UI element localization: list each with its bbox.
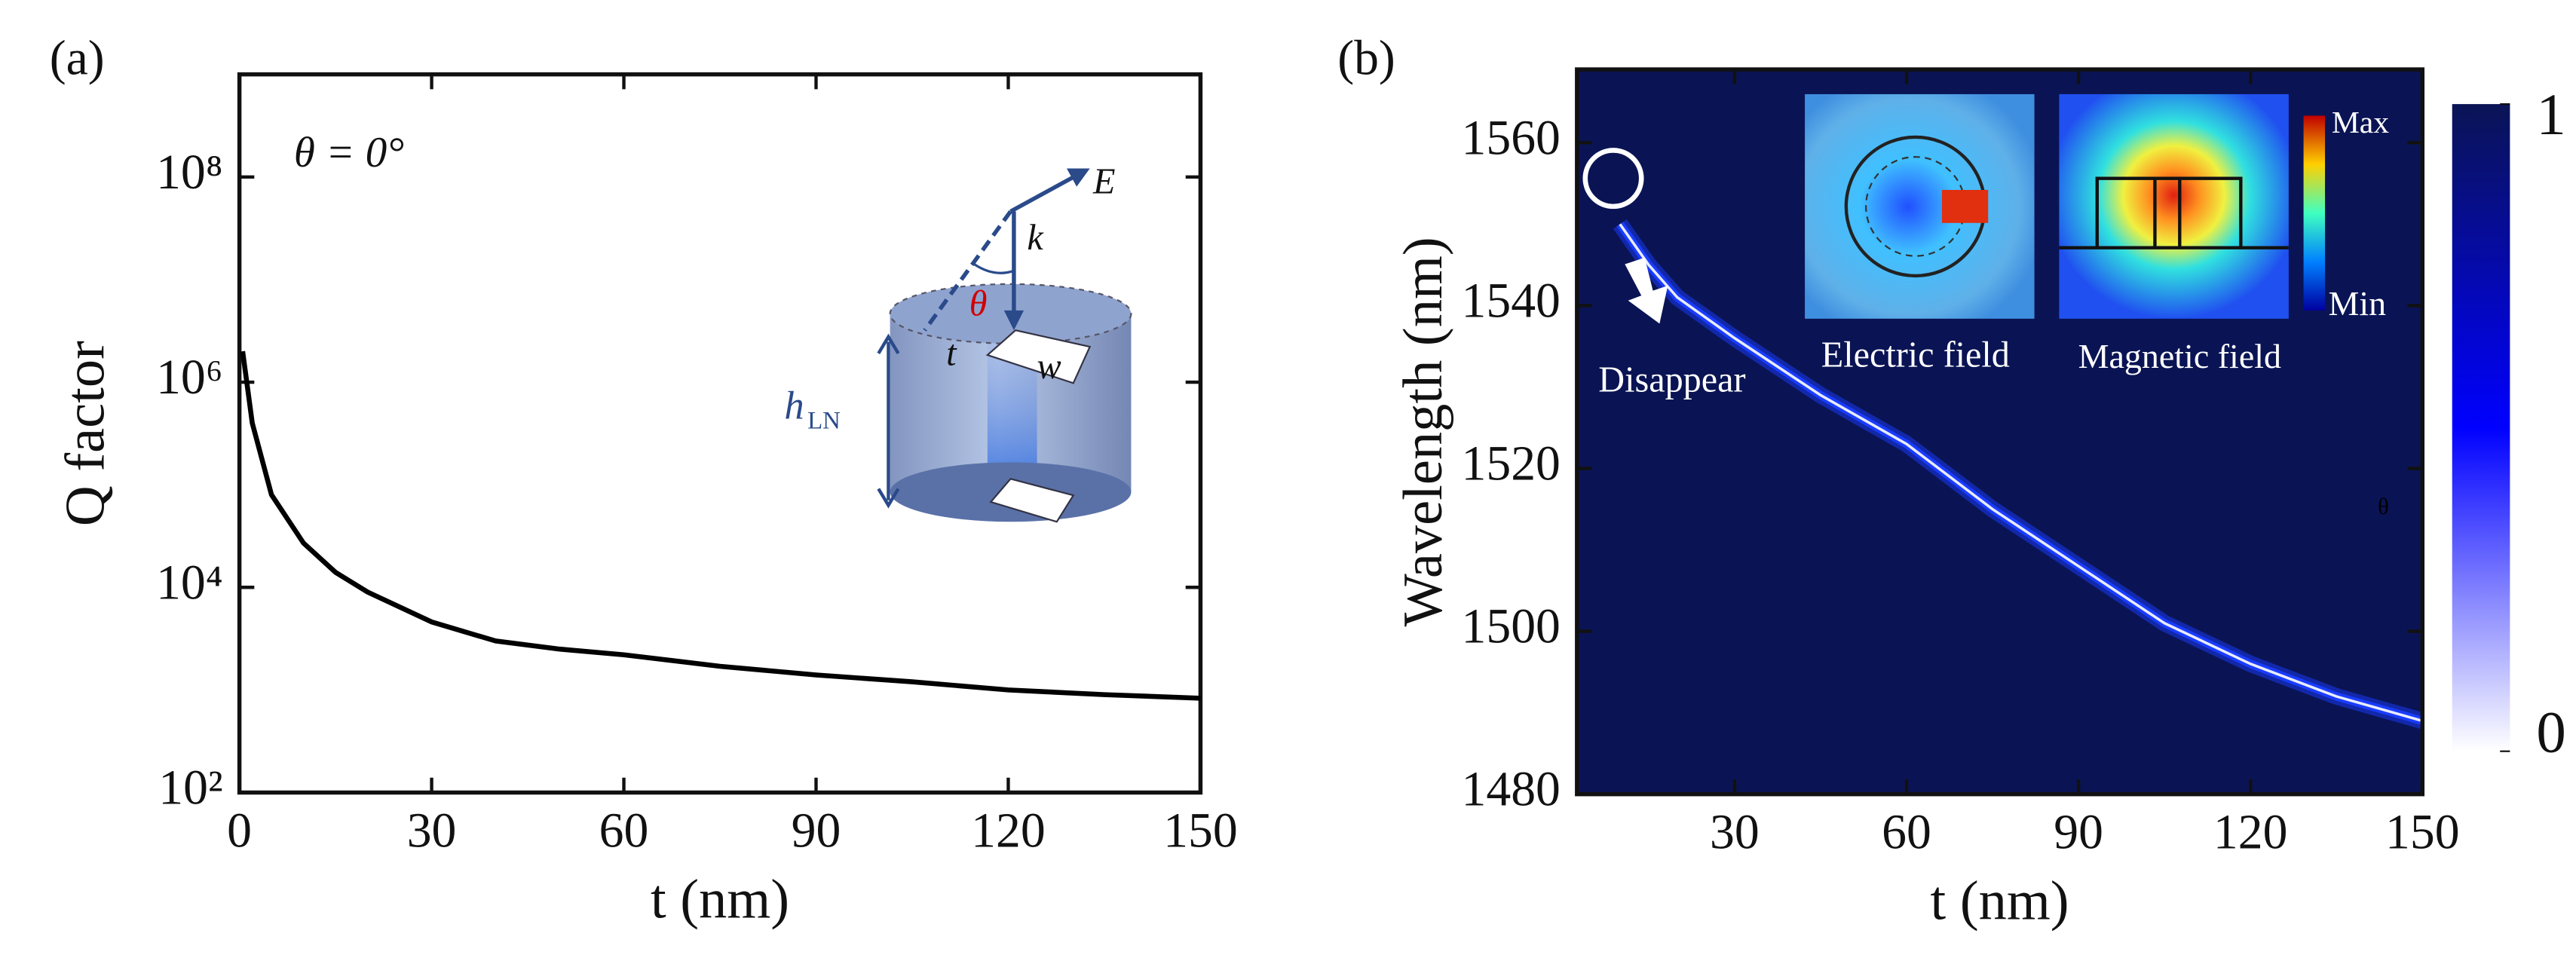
x-tick-label: 150 <box>2385 805 2460 860</box>
schematic-label: k <box>1027 218 1044 258</box>
y-tick-label: 1480 <box>1462 762 1561 817</box>
e-arrow <box>1009 170 1085 213</box>
angle-label: θ = 0° <box>294 129 404 176</box>
x-tick-label: 60 <box>599 803 649 858</box>
x-tick-label: 90 <box>792 803 841 858</box>
y-tick-label: 10⁸ <box>156 145 223 200</box>
schematic-label: E <box>1092 161 1115 201</box>
x-axis-label: t (nm) <box>1931 871 2069 932</box>
theta-arc <box>973 263 1015 274</box>
colorbar-tick-label: 0 <box>2536 699 2565 765</box>
schematic-label: h <box>784 384 804 427</box>
schematic-label: t <box>946 333 957 373</box>
jet-colorbar <box>2303 115 2326 311</box>
panel-label: (a) <box>50 30 105 85</box>
inset-caption: Electric field <box>1821 335 2010 375</box>
x-tick-label: 120 <box>971 803 1046 858</box>
y-tick-label: 1560 <box>1462 110 1561 165</box>
y-tick-label: 1500 <box>1462 599 1561 654</box>
colorbar <box>2452 104 2510 751</box>
structure-outline <box>2059 176 2289 249</box>
y-tick-label: 1540 <box>1462 273 1561 328</box>
inset-caption: Magnetic field <box>2078 337 2281 375</box>
insets: Disappear Electric field Magnetic field Max… <box>1582 93 2389 519</box>
electric-field-map <box>1805 93 2035 319</box>
x-tick-label: 30 <box>1710 805 1760 860</box>
x-tick-label: 90 <box>2054 805 2103 860</box>
y-tick-label: 10⁶ <box>156 350 223 405</box>
annotation: Disappear <box>1598 360 1745 399</box>
e-arrowhead <box>1066 168 1090 187</box>
slot-top <box>985 329 1092 384</box>
x-tick-label: 30 <box>407 803 457 858</box>
incidence-line <box>923 210 1012 332</box>
x-axis-label: t (nm) <box>651 869 789 931</box>
q-factor-line <box>240 350 1201 701</box>
x-tick-label: 150 <box>1163 803 1238 858</box>
panel-label: (b) <box>1337 30 1395 85</box>
y-tick-label: 1520 <box>1462 436 1561 491</box>
plot-frame <box>237 72 1203 795</box>
schematic-label: w <box>1037 347 1061 387</box>
x-tick-label: 0 <box>227 803 252 858</box>
disappear-circle <box>1582 148 1644 210</box>
inset-colorbar-label: Min <box>2328 284 2386 323</box>
schematic-label: θ <box>969 284 988 324</box>
schematic-label: LN <box>807 407 841 434</box>
annotation: θ <box>2378 494 2389 519</box>
y-tick-label: 10⁴ <box>156 555 223 610</box>
ridge-line <box>1619 223 2423 723</box>
k-arrowhead <box>1003 310 1025 331</box>
magnetic-field-map <box>2059 93 2289 319</box>
plot-frame <box>1575 67 2425 797</box>
y-tick-label: 10² <box>158 761 222 816</box>
hotspot <box>1941 189 1989 223</box>
colorbar-tick-label: 1 <box>2536 82 2565 148</box>
x-tick-label: 60 <box>1882 805 1931 860</box>
y-axis-label: Wavelength (nm) <box>1392 237 1454 626</box>
y-axis-label: Q factor <box>55 341 117 526</box>
disappear-arrow <box>1625 257 1668 324</box>
height-arrowheads <box>877 333 900 509</box>
x-tick-label: 120 <box>2213 805 2288 860</box>
inset-colorbar-label: Max <box>2332 106 2389 140</box>
slot-bottom <box>989 478 1075 523</box>
